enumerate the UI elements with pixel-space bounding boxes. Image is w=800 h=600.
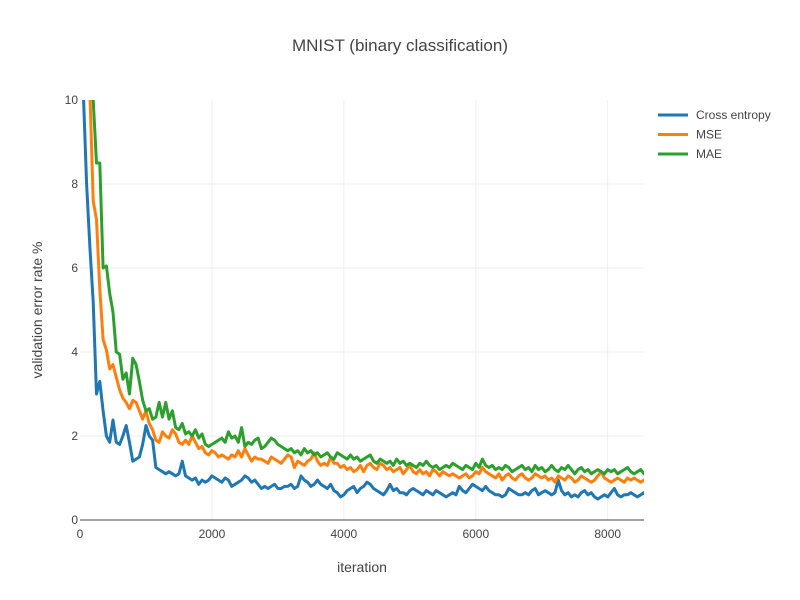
legend-label: MAE (696, 147, 722, 161)
series-line-0 (82, 100, 644, 501)
x-tick-label: 8000 (594, 527, 621, 541)
y-axis-title: validation error rate % (29, 242, 45, 379)
x-tick-label: 6000 (462, 527, 489, 541)
y-tick-label: 2 (71, 429, 78, 443)
y-tick-label: 6 (71, 261, 78, 275)
legend-label: MSE (696, 128, 722, 142)
y-tick-label: 8 (71, 177, 78, 191)
x-tick-label: 4000 (331, 527, 358, 541)
legend-label: Cross entropy (696, 108, 771, 122)
axes: 0 2000 4000 6000 8000 0 2 4 6 8 10 (65, 93, 644, 541)
series-lines (82, 100, 644, 501)
chart-title: MNIST (binary classification) (292, 36, 508, 55)
series-line-2 (91, 100, 644, 476)
legend[interactable]: Cross entropy MSE MAE (658, 108, 771, 161)
gridlines (80, 100, 644, 520)
x-tick-label: 2000 (199, 527, 226, 541)
y-tick-label: 10 (65, 93, 79, 107)
x-tick-label: 0 (77, 527, 84, 541)
y-tick-label: 0 (71, 513, 78, 527)
series-line-1 (88, 100, 644, 484)
y-tick-label: 4 (71, 345, 78, 359)
x-axis-title: iteration (337, 559, 387, 575)
